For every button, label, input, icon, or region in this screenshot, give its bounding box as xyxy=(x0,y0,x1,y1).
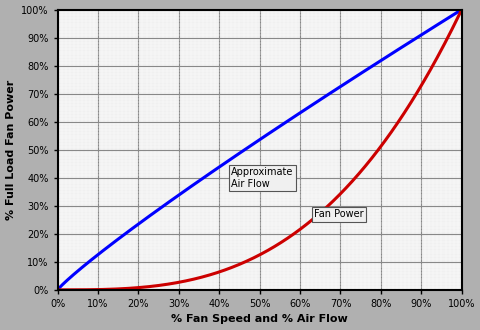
X-axis label: % Fan Speed and % Air Flow: % Fan Speed and % Air Flow xyxy=(171,314,348,324)
Text: Approximate
Air Flow: Approximate Air Flow xyxy=(231,167,293,188)
Text: Fan Power: Fan Power xyxy=(313,209,363,219)
Y-axis label: % Full Load Fan Power: % Full Load Fan Power xyxy=(6,80,15,220)
